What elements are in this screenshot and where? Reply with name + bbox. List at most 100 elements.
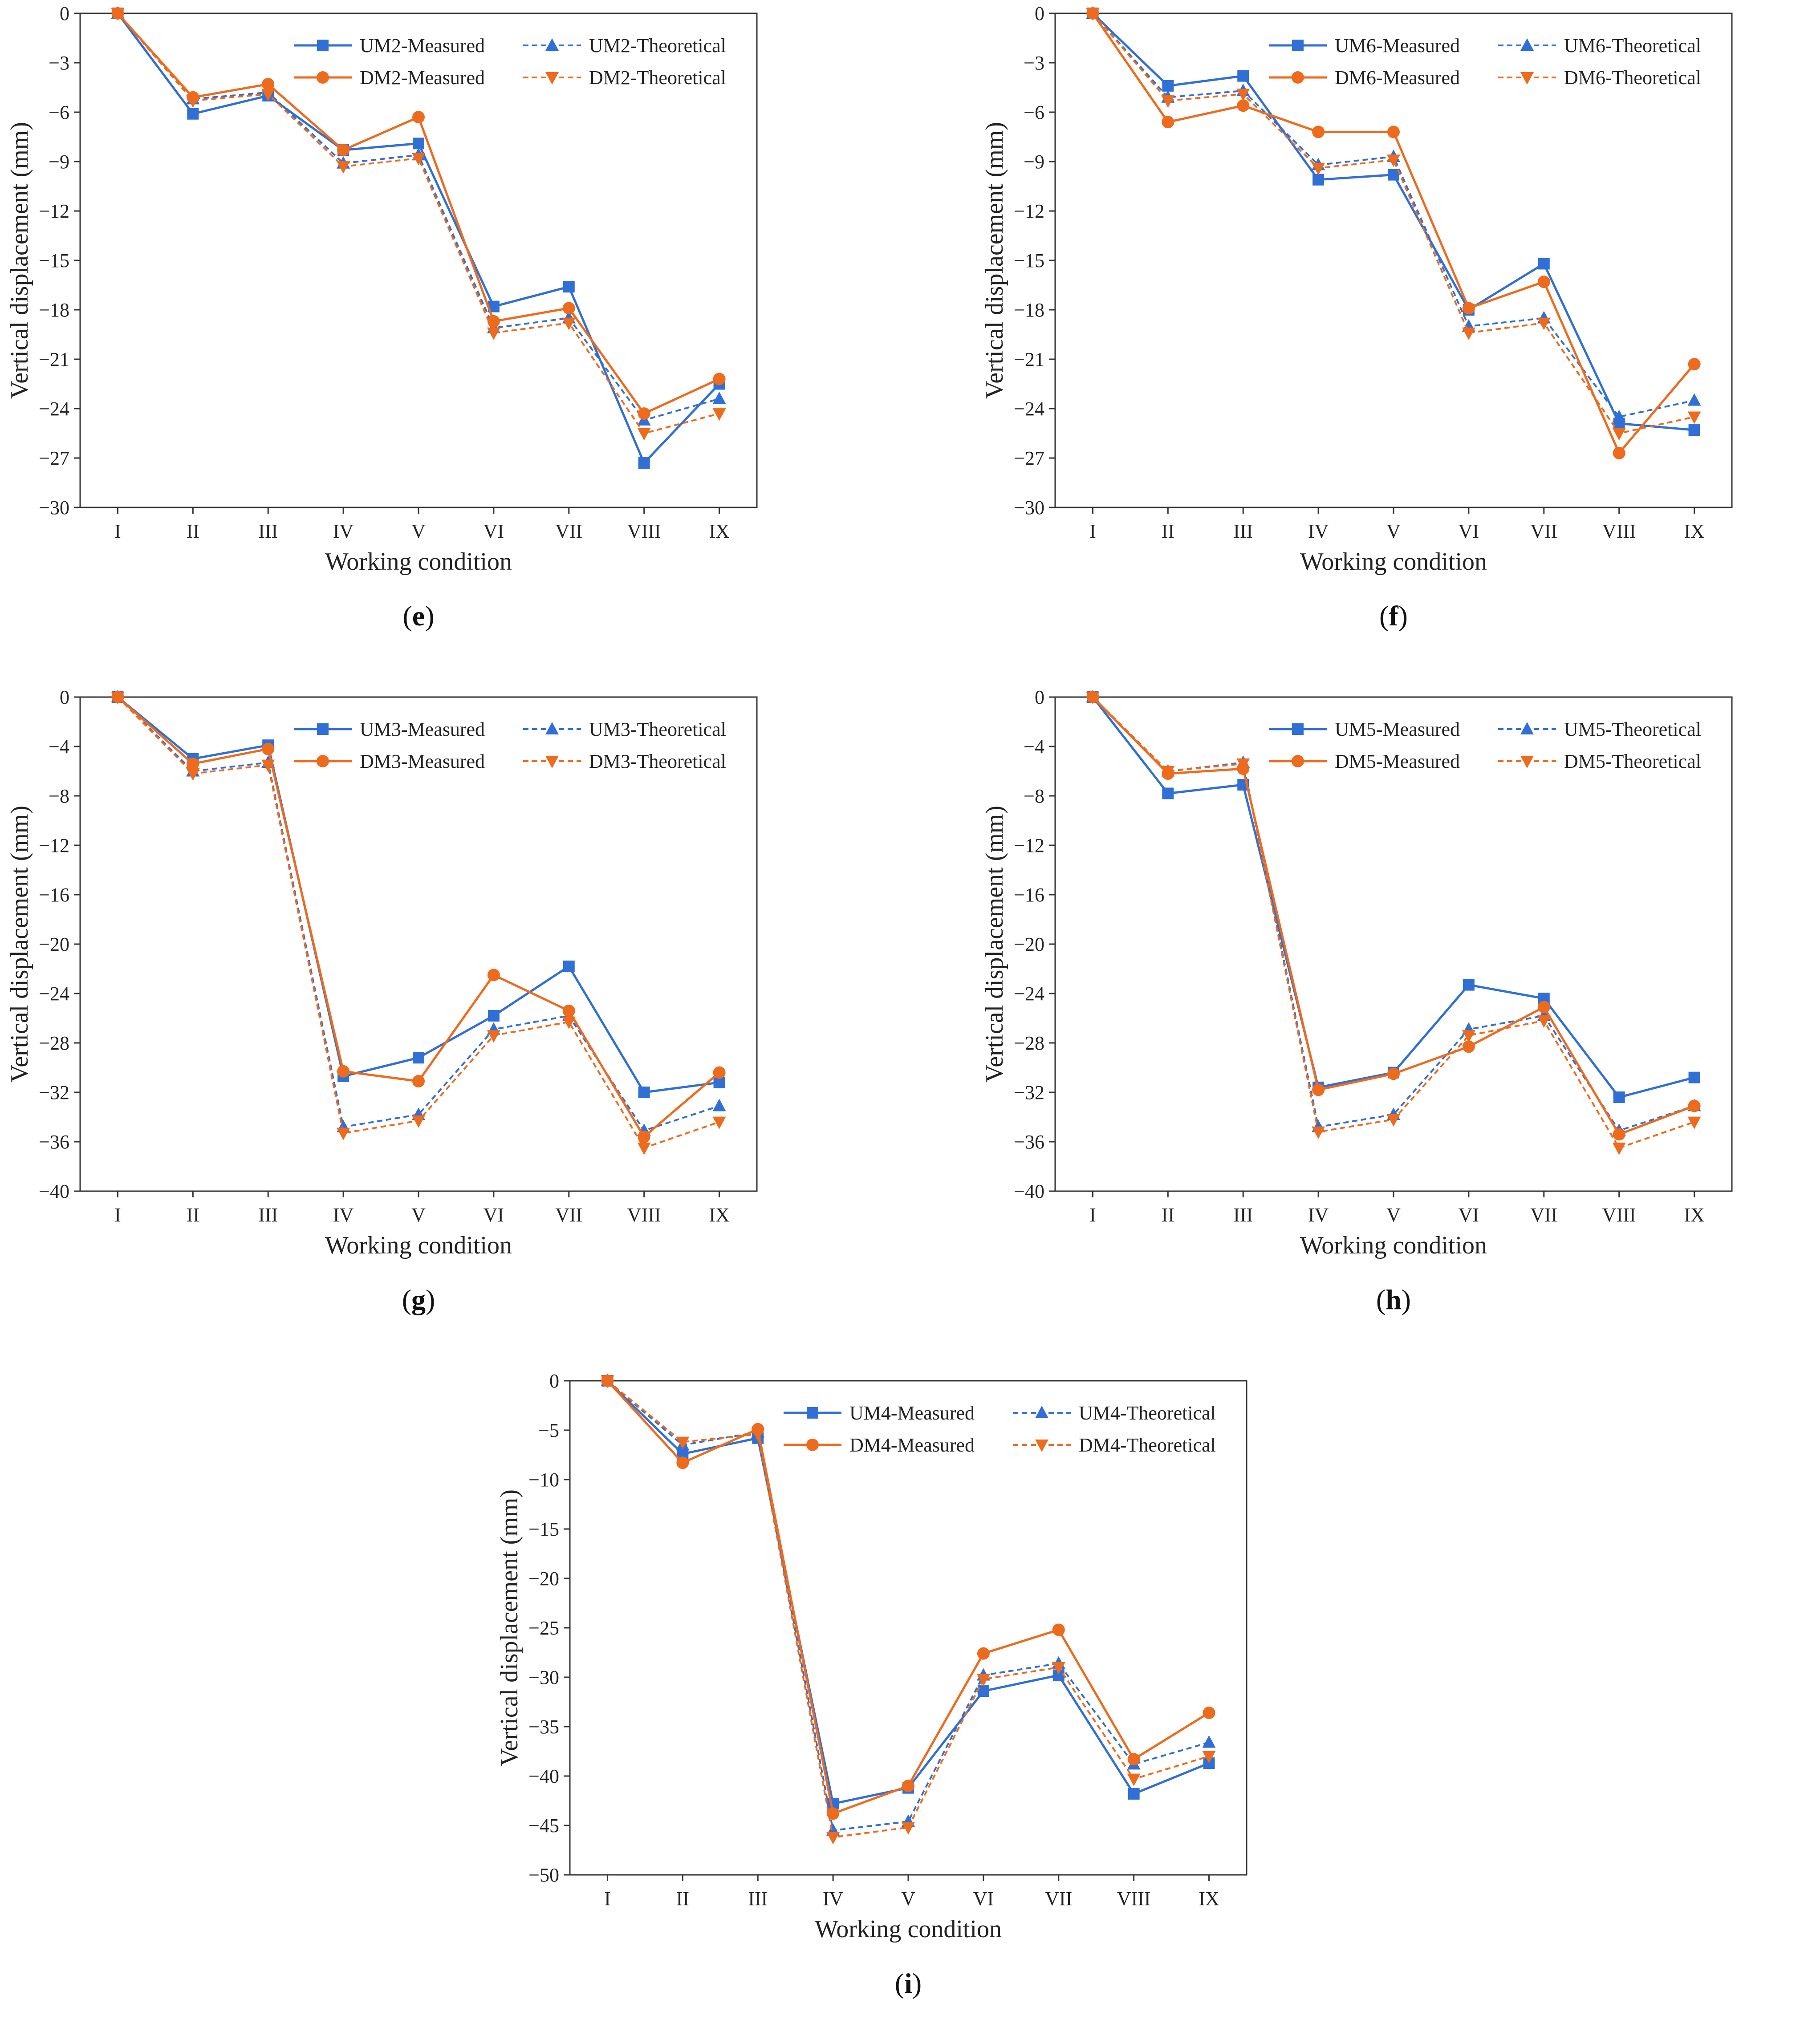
data-point-dm2-measured	[638, 407, 650, 420]
data-point-dm5-theoretical	[1387, 1114, 1400, 1127]
legend-marker	[545, 38, 559, 51]
data-point-um3-measured	[413, 1052, 424, 1064]
x-tick-label: VI	[1459, 1204, 1479, 1226]
data-point-dm5-measured	[1537, 1001, 1550, 1014]
x-tick-label: I	[1089, 520, 1096, 542]
series-line-dm6-theoretical	[1092, 12, 1694, 434]
x-tick-label: IX	[1199, 1888, 1219, 1910]
y-tick-label: 0	[549, 1370, 559, 1392]
chart-panel-i: 0 −5 −10 −15 −20 −25 −30 −35 −40 −45 −50 I II III IV V V…	[490, 1367, 1327, 2044]
data-point-dm6-theoretical	[1236, 89, 1250, 101]
y-tick-label: −24	[1014, 398, 1044, 420]
x-tick-label: V	[901, 1888, 915, 1910]
legend-marker	[545, 756, 559, 768]
data-point-dm4-measured	[676, 1456, 689, 1469]
x-tick-label: VII	[555, 520, 582, 542]
y-tick-label: −28	[1014, 1032, 1044, 1054]
x-tick-label: VII	[1530, 1204, 1557, 1226]
data-point-um6-measured	[1162, 80, 1174, 92]
legend-marker	[1035, 1440, 1048, 1452]
data-point-um2-measured	[638, 457, 650, 469]
y-tick-label: 0	[1035, 3, 1044, 24]
data-point-dm2-theoretical	[186, 95, 200, 108]
y-tick-label: −30	[528, 1667, 559, 1688]
y-tick-label: 0	[60, 686, 69, 708]
y-tick-label: −9	[1024, 151, 1044, 173]
data-point-um2-measured	[563, 281, 575, 293]
data-point-dm2-measured	[487, 315, 500, 328]
data-point-um5-measured	[1688, 1071, 1700, 1083]
data-point-dm4-theoretical	[976, 1674, 990, 1687]
data-point-dm6-measured	[1312, 126, 1325, 138]
data-point-dm6-measured	[1613, 446, 1625, 459]
data-point-um6-theoretical	[1687, 393, 1701, 406]
x-tick-label: III	[748, 1888, 768, 1910]
data-point-dm6-theoretical	[1161, 95, 1175, 108]
legend-marker	[1520, 722, 1534, 734]
y-tick-label: −20	[528, 1568, 559, 1590]
data-point-dm6-measured	[1237, 99, 1250, 112]
data-point-dm2-theoretical	[637, 428, 651, 441]
data-point-dm3-theoretical	[562, 1016, 576, 1029]
y-tick-label: −8	[1024, 785, 1044, 807]
data-point-dm2-theoretical	[487, 327, 500, 340]
data-point-dm6-measured	[1537, 276, 1550, 288]
data-point-dm4-theoretical	[1202, 1751, 1216, 1764]
legend-marker	[807, 1407, 818, 1419]
y-axis-title: Vertical displacement (mm)	[981, 806, 1008, 1083]
y-tick-label: −36	[1014, 1131, 1044, 1153]
data-point-dm5-theoretical	[1236, 758, 1250, 771]
data-point-dm3-measured	[713, 1066, 726, 1079]
y-tick-label: −18	[39, 299, 69, 321]
y-tick-label: −12	[1014, 835, 1044, 856]
data-point-dm5-theoretical	[1161, 766, 1175, 779]
y-tick-label: −15	[1014, 250, 1044, 272]
y-tick-label: −36	[39, 1131, 69, 1153]
y-tick-label: −28	[39, 1032, 69, 1054]
data-point-um4-theoretical	[1202, 1735, 1216, 1748]
y-tick-label: −12	[39, 835, 69, 856]
data-point-dm4-measured	[1127, 1753, 1140, 1766]
y-tick-label: −18	[1014, 299, 1044, 321]
legend-label: DM6-Measured	[1335, 67, 1460, 89]
data-point-um5-measured	[1463, 979, 1475, 991]
data-point-dm4-measured	[1052, 1623, 1065, 1636]
y-tick-label: −32	[39, 1082, 69, 1103]
chart-i-svg: 0−5−10−15−20−25−30−35−40−45−50I II III IV V V…	[496, 1370, 1247, 1999]
data-point-dm3-theoretical	[712, 1116, 726, 1129]
y-axis-title: Vertical displacement (mm)	[496, 1489, 523, 1766]
legend-label: DM5-Measured	[1335, 750, 1460, 772]
series-line-dm2-theoretical	[117, 12, 720, 434]
y-tick-label: −4	[49, 736, 69, 758]
x-tick-label: I	[1089, 1204, 1096, 1226]
y-axis-title: Vertical displacement (mm)	[981, 122, 1008, 399]
x-tick-label: VIII	[627, 520, 661, 542]
y-tick-label: −6	[49, 101, 69, 123]
data-point-dm6-theoretical	[1387, 154, 1400, 167]
data-point-dm4-theoretical	[601, 1375, 614, 1388]
x-tick-label: III	[1233, 1204, 1253, 1226]
x-tick-label: VIII	[627, 1204, 661, 1226]
panel-caption: (e)	[402, 600, 434, 632]
x-tick-label: V	[1386, 520, 1401, 542]
panel-caption: (g)	[402, 1284, 435, 1315]
y-tick-label: −12	[39, 200, 69, 222]
legend-marker	[317, 755, 329, 767]
legend-marker	[545, 72, 559, 85]
x-tick-label: I	[604, 1888, 611, 1910]
data-point-dm6-measured	[1462, 302, 1475, 315]
x-tick-label: III	[258, 520, 278, 542]
legend-marker	[317, 723, 329, 735]
data-point-dm2-theoretical	[562, 317, 576, 330]
data-point-dm2-theoretical	[111, 8, 125, 20]
legend-marker	[1520, 38, 1534, 51]
x-axis-title: Working condition	[815, 1915, 1002, 1943]
y-tick-label: −24	[39, 983, 69, 1005]
y-tick-label: −8	[49, 785, 69, 807]
data-point-um2-measured	[413, 138, 424, 150]
chart-panel-f: 0 −3 −6 −9 −12 −15 −18 −21 −24 −27 −30 I II III IV V VI V…	[975, 0, 1800, 677]
legend-label: UM5-Theoretical	[1564, 718, 1701, 740]
data-point-dm5-measured	[1688, 1099, 1701, 1112]
x-tick-label: VIII	[1602, 1204, 1636, 1226]
x-tick-label: IV	[1308, 520, 1329, 542]
